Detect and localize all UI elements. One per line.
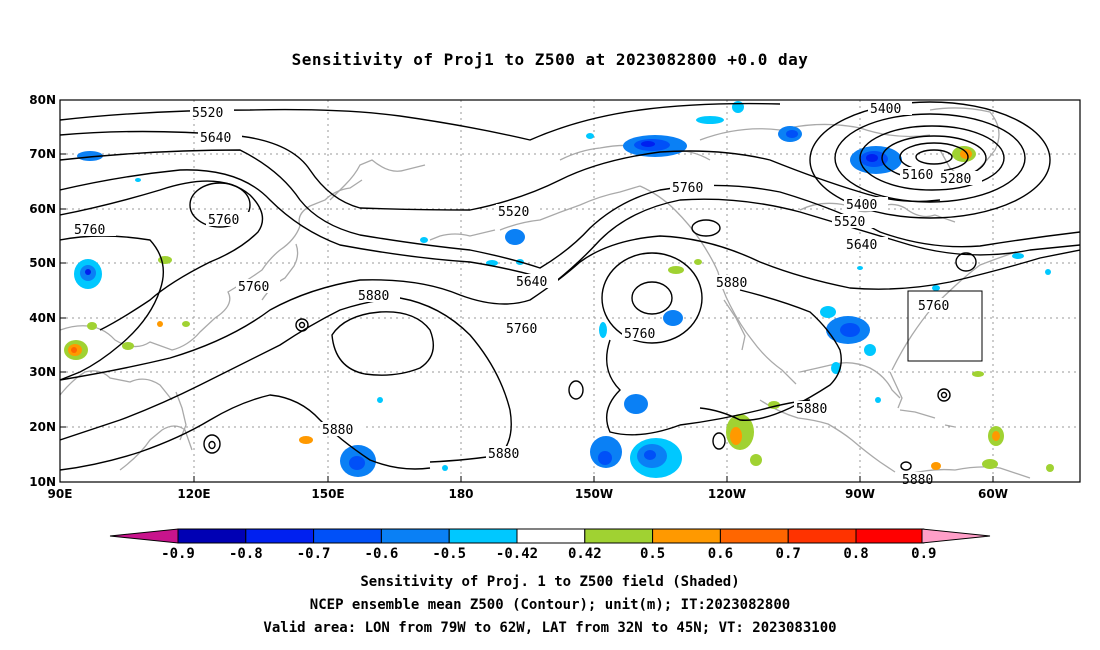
lon-label: 180 xyxy=(448,487,473,501)
contour-label: 5760 xyxy=(672,181,703,196)
lat-label: 80N xyxy=(29,93,56,107)
chart-title: Sensitivity of Proj1 to Z500 at 20230828… xyxy=(291,50,809,69)
contour-label: 5760 xyxy=(506,322,537,337)
contour-label: 5280 xyxy=(940,172,971,187)
caption-valid-area: Valid area: LON from 79W to 62W, LAT fro… xyxy=(263,620,837,636)
colorbar-box xyxy=(855,528,925,544)
colorbar-high-end xyxy=(921,528,991,544)
contour-label: 5880 xyxy=(322,423,353,438)
colorbar-low-end xyxy=(109,528,179,544)
colorbar-box xyxy=(719,528,789,544)
colorbar-box xyxy=(380,528,450,544)
colorbar: -0.9 -0.8 -0.7 -0.6 -0.5 -0.42 0.42 0.5 0.6 0.7 0.… xyxy=(109,528,991,562)
lat-label: 30N xyxy=(29,365,56,379)
valid-area-box xyxy=(907,290,983,362)
contour-label: 5880 xyxy=(488,447,519,462)
contour-label: 5520 xyxy=(834,215,865,230)
map-border xyxy=(59,99,1081,483)
lon-label: 60W xyxy=(978,487,1008,501)
colorbar-label: 0.9 xyxy=(911,546,936,562)
contour-labels: 5520 5640 5400 5160 5280 5760 5760 5520 … xyxy=(72,101,982,488)
lon-label: 120W xyxy=(708,487,746,501)
contour-label: 5880 xyxy=(902,473,933,488)
axis-ticks xyxy=(59,99,994,483)
lat-label: 10N xyxy=(29,475,56,489)
colorbar-box xyxy=(177,528,247,544)
contour-label: 5520 xyxy=(192,106,223,121)
lat-label: 70N xyxy=(29,147,56,161)
colorbar-label: 0.7 xyxy=(776,546,801,562)
lon-label: 120E xyxy=(177,487,210,501)
lat-label: 60N xyxy=(29,202,56,216)
contour-label: 5760 xyxy=(624,327,655,342)
colorbar-label: 0.6 xyxy=(708,546,733,562)
colorbar-label: -0.5 xyxy=(432,546,466,562)
colorbar-box xyxy=(313,528,382,544)
contour-label: 5760 xyxy=(918,299,949,314)
contour-label: 5760 xyxy=(74,223,105,238)
colorbar-label: -0.6 xyxy=(365,546,399,562)
contour-label: 5640 xyxy=(846,238,877,253)
contour-label: 5880 xyxy=(358,289,389,304)
contour-label: 5640 xyxy=(516,275,547,290)
colorbar-label: -0.9 xyxy=(161,546,195,562)
colorbar-label: -0.8 xyxy=(229,546,263,562)
lon-label: 90W xyxy=(845,487,875,501)
contour-label: 5880 xyxy=(796,402,827,417)
lon-label: 90E xyxy=(48,487,73,501)
colorbar-box xyxy=(245,528,315,544)
colorbar-box xyxy=(448,528,518,544)
shaded-sensitivity xyxy=(64,101,1054,478)
colorbar-label: 0.8 xyxy=(843,546,868,562)
lat-label: 50N xyxy=(29,256,56,270)
contour-label: 5760 xyxy=(238,280,269,295)
colorbar-box xyxy=(787,528,857,544)
caption-contour: NCEP ensemble mean Z500 (Contour); unit(… xyxy=(309,597,791,613)
colorbar-box xyxy=(652,528,721,544)
latitude-labels: 80N 70N 60N 50N 40N 30N 20N 10N xyxy=(29,93,56,489)
lat-label: 40N xyxy=(29,311,56,325)
contour-label: 5640 xyxy=(200,131,231,146)
colorbar-box xyxy=(584,528,654,544)
colorbar-label: -0.42 xyxy=(496,546,538,562)
lon-label: 150E xyxy=(311,487,344,501)
contour-label: 5880 xyxy=(716,276,747,291)
colorbar-box xyxy=(516,528,586,544)
longitude-labels: 90E 120E 150E 180 150W 120W 90W 60W xyxy=(48,487,1008,501)
contour-label: 5400 xyxy=(870,102,901,117)
colorbar-label: 0.5 xyxy=(640,546,665,562)
contour-label: 5760 xyxy=(208,213,239,228)
z500-contours xyxy=(60,101,1080,471)
contour-label: 5520 xyxy=(498,205,529,220)
caption-shaded: Sensitivity of Proj. 1 to Z500 field (Sh… xyxy=(360,574,740,590)
contour-label: 5160 xyxy=(902,168,933,183)
lon-label: 150W xyxy=(575,487,613,501)
colorbar-label: -0.7 xyxy=(297,546,331,562)
colorbar-label: 0.42 xyxy=(568,546,602,562)
lat-label: 20N xyxy=(29,420,56,434)
contour-label: 5400 xyxy=(846,198,877,213)
